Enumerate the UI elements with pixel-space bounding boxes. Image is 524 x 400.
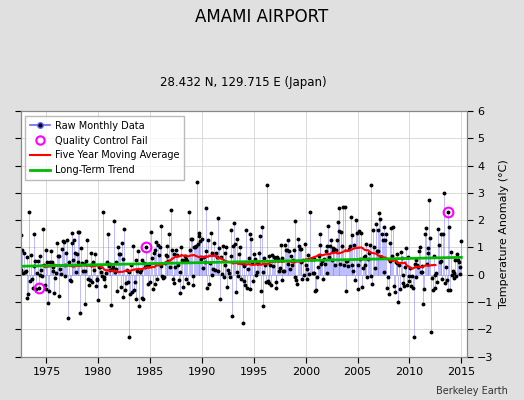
- Legend: Raw Monthly Data, Quality Control Fail, Five Year Moving Average, Long-Term Tren: Raw Monthly Data, Quality Control Fail, …: [26, 116, 184, 180]
- Text: Berkeley Earth: Berkeley Earth: [436, 386, 508, 396]
- Title: 28.432 N, 129.715 E (Japan): 28.432 N, 129.715 E (Japan): [160, 76, 327, 89]
- Text: AMAMI AIRPORT: AMAMI AIRPORT: [195, 8, 329, 26]
- Y-axis label: Temperature Anomaly (°C): Temperature Anomaly (°C): [499, 160, 509, 308]
